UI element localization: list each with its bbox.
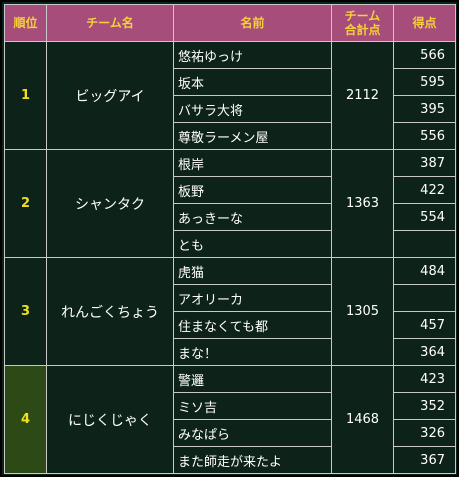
member-score: 423 [393, 365, 456, 393]
member-name: ミソ吉 [173, 392, 332, 420]
team-total: 1468 [331, 365, 394, 474]
header-team: チーム名 [46, 4, 174, 42]
member-score: 326 [393, 419, 456, 447]
member-score: 367 [393, 446, 456, 474]
member-name: あっきーな [173, 203, 332, 231]
member-score: 364 [393, 338, 456, 366]
member-name: アオリーカ [173, 284, 332, 312]
table-row: ミソ吉 352 [5, 392, 456, 420]
table-row: 坂本 595 [5, 68, 456, 96]
team-name: シャンタク [46, 149, 174, 258]
member-score: 422 [393, 176, 456, 204]
team-total: 2112 [331, 41, 394, 150]
member-name: 虎猫 [173, 257, 332, 285]
member-name: まな！ [173, 338, 332, 366]
header-score: 得点 [393, 4, 456, 42]
table-row: 住まなくても都 457 [5, 311, 456, 339]
member-score: 395 [393, 95, 456, 123]
table-row: 尊敬ラーメン屋 556 [5, 122, 456, 150]
team-name: ビッグアイ [46, 41, 174, 150]
team-name: にじくじゃく [46, 365, 174, 474]
member-name: また師走が来たよ [173, 446, 332, 474]
member-name: 悠祐ゆっけ [173, 41, 332, 69]
ranking-table: 順位 チーム名 名前 チーム 合計点 得点 1 ビッグアイ 悠祐ゆっけ 2112 566… [4, 4, 456, 474]
member-name: 警邏 [173, 365, 332, 393]
member-score: 556 [393, 122, 456, 150]
member-name: とも [173, 230, 332, 258]
member-score: 457 [393, 311, 456, 339]
member-name: 尊敬ラーメン屋 [173, 122, 332, 150]
member-score [393, 284, 456, 312]
member-name: 坂本 [173, 68, 332, 96]
table-row: 4 にじくじゃく 警邏 1468 423 [4, 365, 456, 474]
table-row: まな！ 364 [5, 338, 456, 366]
table-row: みなぱら 326 [5, 419, 456, 447]
ranking-body: 1 ビッグアイ 悠祐ゆっけ 2112 566 坂本 595 バサラ大将 395 尊敬ラーメン屋 55… [4, 41, 456, 474]
team-rank: 1 [4, 41, 47, 150]
table-row: 板野 422 [5, 176, 456, 204]
table-row: 1 ビッグアイ 悠祐ゆっけ 2112 566 [4, 41, 456, 150]
member-score: 566 [393, 41, 456, 69]
team-rank: 3 [4, 257, 47, 366]
table-row: 2 シャンタク 根岸 1363 387 [4, 149, 456, 258]
member-name: バサラ大将 [173, 95, 332, 123]
team-name: れんごくちょう [46, 257, 174, 366]
team-rank: 4 [4, 365, 47, 474]
header-team-total-line2: 合計点 [344, 23, 381, 37]
header-row: 順位 チーム名 名前 チーム 合計点 得点 [4, 4, 456, 42]
member-score: 595 [393, 68, 456, 96]
member-name: 根岸 [173, 149, 332, 177]
table-row: とも [5, 230, 456, 258]
team-rank: 2 [4, 149, 47, 258]
table-row: あっきーな 554 [5, 203, 456, 231]
member-score: 554 [393, 203, 456, 231]
team-total: 1363 [331, 149, 394, 258]
header-member: 名前 [173, 4, 332, 42]
member-name: みなぱら [173, 419, 332, 447]
header-team-total-line1: チーム [344, 9, 381, 23]
member-score: 387 [393, 149, 456, 177]
header-rank: 順位 [4, 4, 47, 42]
header-team-total: チーム 合計点 [331, 4, 394, 42]
member-score: 484 [393, 257, 456, 285]
table-row: 3 れんごくちょう 虎猫 1305 484 [4, 257, 456, 366]
team-total: 1305 [331, 257, 394, 366]
member-name: 板野 [173, 176, 332, 204]
member-name: 住まなくても都 [173, 311, 332, 339]
member-score [393, 230, 456, 258]
member-score: 352 [393, 392, 456, 420]
table-row: また師走が来たよ 367 [5, 446, 456, 474]
